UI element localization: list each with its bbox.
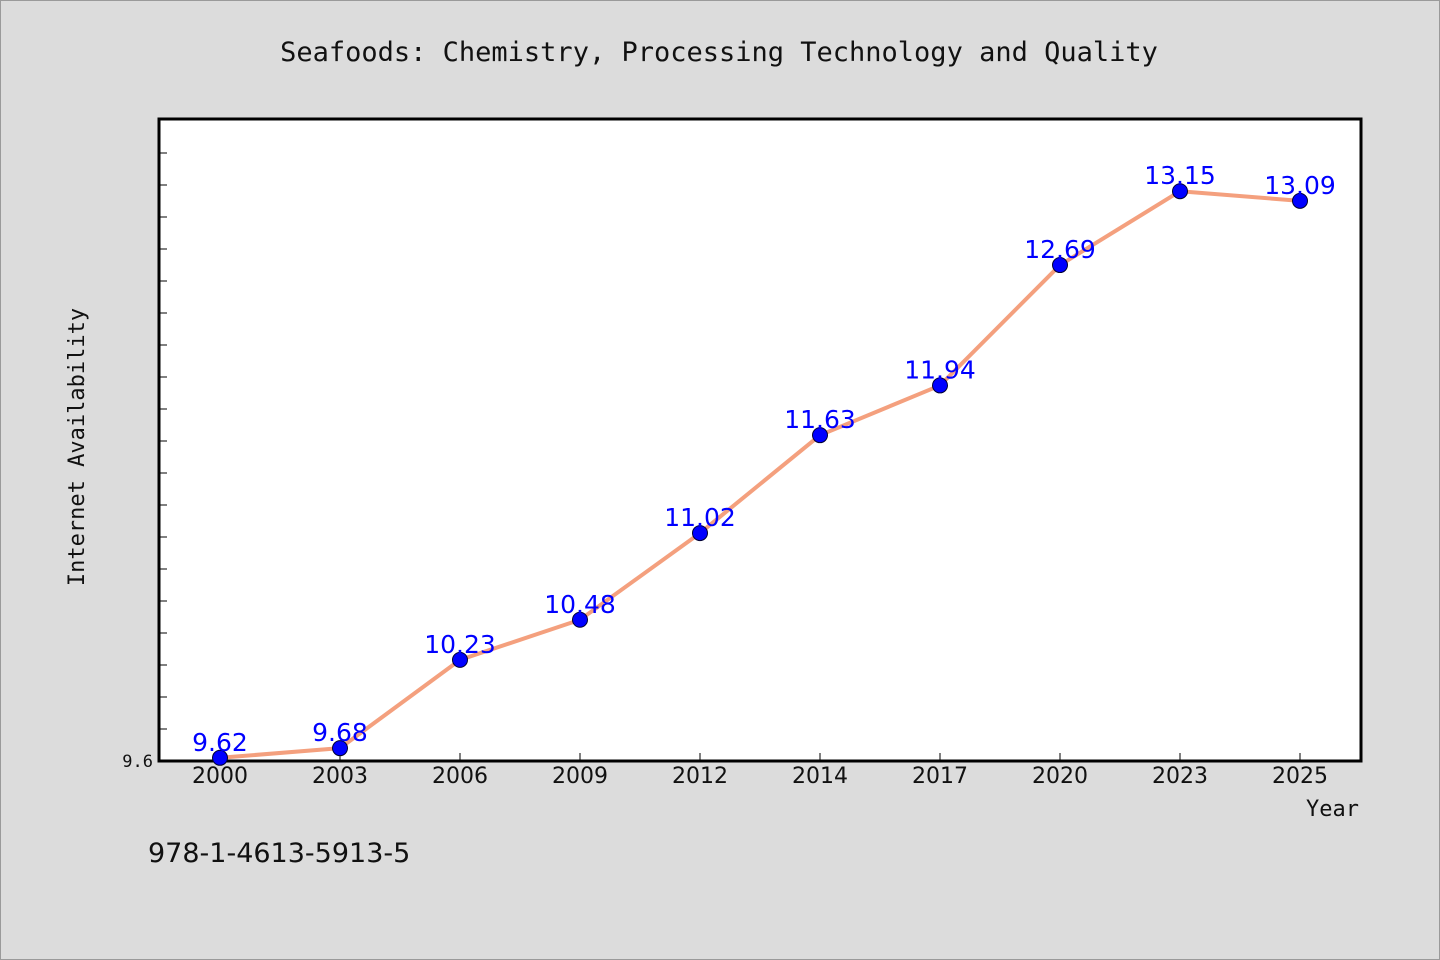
x-tick-label: 2020 [1032, 764, 1088, 789]
y-axis-label: Internet Availability [65, 308, 90, 586]
data-point [1292, 192, 1308, 209]
chart-title: Seafoods: Chemistry, Processing Technolo… [280, 37, 1158, 68]
data-point [692, 525, 708, 542]
x-tick-label: 2003 [312, 764, 368, 789]
data-label: 10.23 [424, 630, 496, 659]
data-point [572, 611, 588, 628]
data-label: 9.62 [192, 728, 248, 757]
data-point [1172, 183, 1188, 200]
x-tick-label: 2012 [672, 764, 728, 789]
data-label: 9.68 [312, 718, 368, 747]
data-point [812, 427, 828, 444]
data-label: 13.09 [1264, 171, 1336, 200]
series-layer: 9.62 9.68 10.23 10.48 11.02 11.63 11.94 12.69 13… [192, 161, 1336, 766]
y-tick-label: 9.6 [122, 752, 153, 772]
x-tick-label: 2014 [792, 764, 848, 789]
x-tick-label: 2000 [192, 764, 248, 789]
data-label: 11.02 [664, 503, 736, 532]
y-axis-ticks [158, 152, 167, 762]
data-label: 11.63 [784, 405, 856, 434]
data-point [452, 651, 468, 668]
series-line [218, 189, 1302, 760]
x-tick-label: 2025 [1272, 764, 1328, 789]
data-point [932, 377, 948, 394]
x-tick-label: 2006 [432, 764, 488, 789]
x-tick-label: 2017 [912, 764, 968, 789]
x-axis-ticks: 2000 2003 2006 2009 2012 2014 2017 2020 2023 2025 [192, 753, 1328, 789]
footnote-isbn: 978-1-4613-5913-5 [148, 838, 410, 869]
data-point [212, 749, 228, 766]
x-tick-label: 2009 [552, 764, 608, 789]
x-axis-label: Year [1306, 797, 1359, 822]
data-point [1052, 257, 1068, 274]
data-label: 10.48 [544, 590, 616, 619]
plot-area [157, 117, 1363, 763]
x-tick-label: 2023 [1152, 764, 1208, 789]
data-label: 13.15 [1144, 161, 1216, 190]
data-point [332, 740, 348, 757]
data-label: 12.69 [1024, 235, 1096, 264]
data-label: 11.94 [904, 355, 976, 384]
